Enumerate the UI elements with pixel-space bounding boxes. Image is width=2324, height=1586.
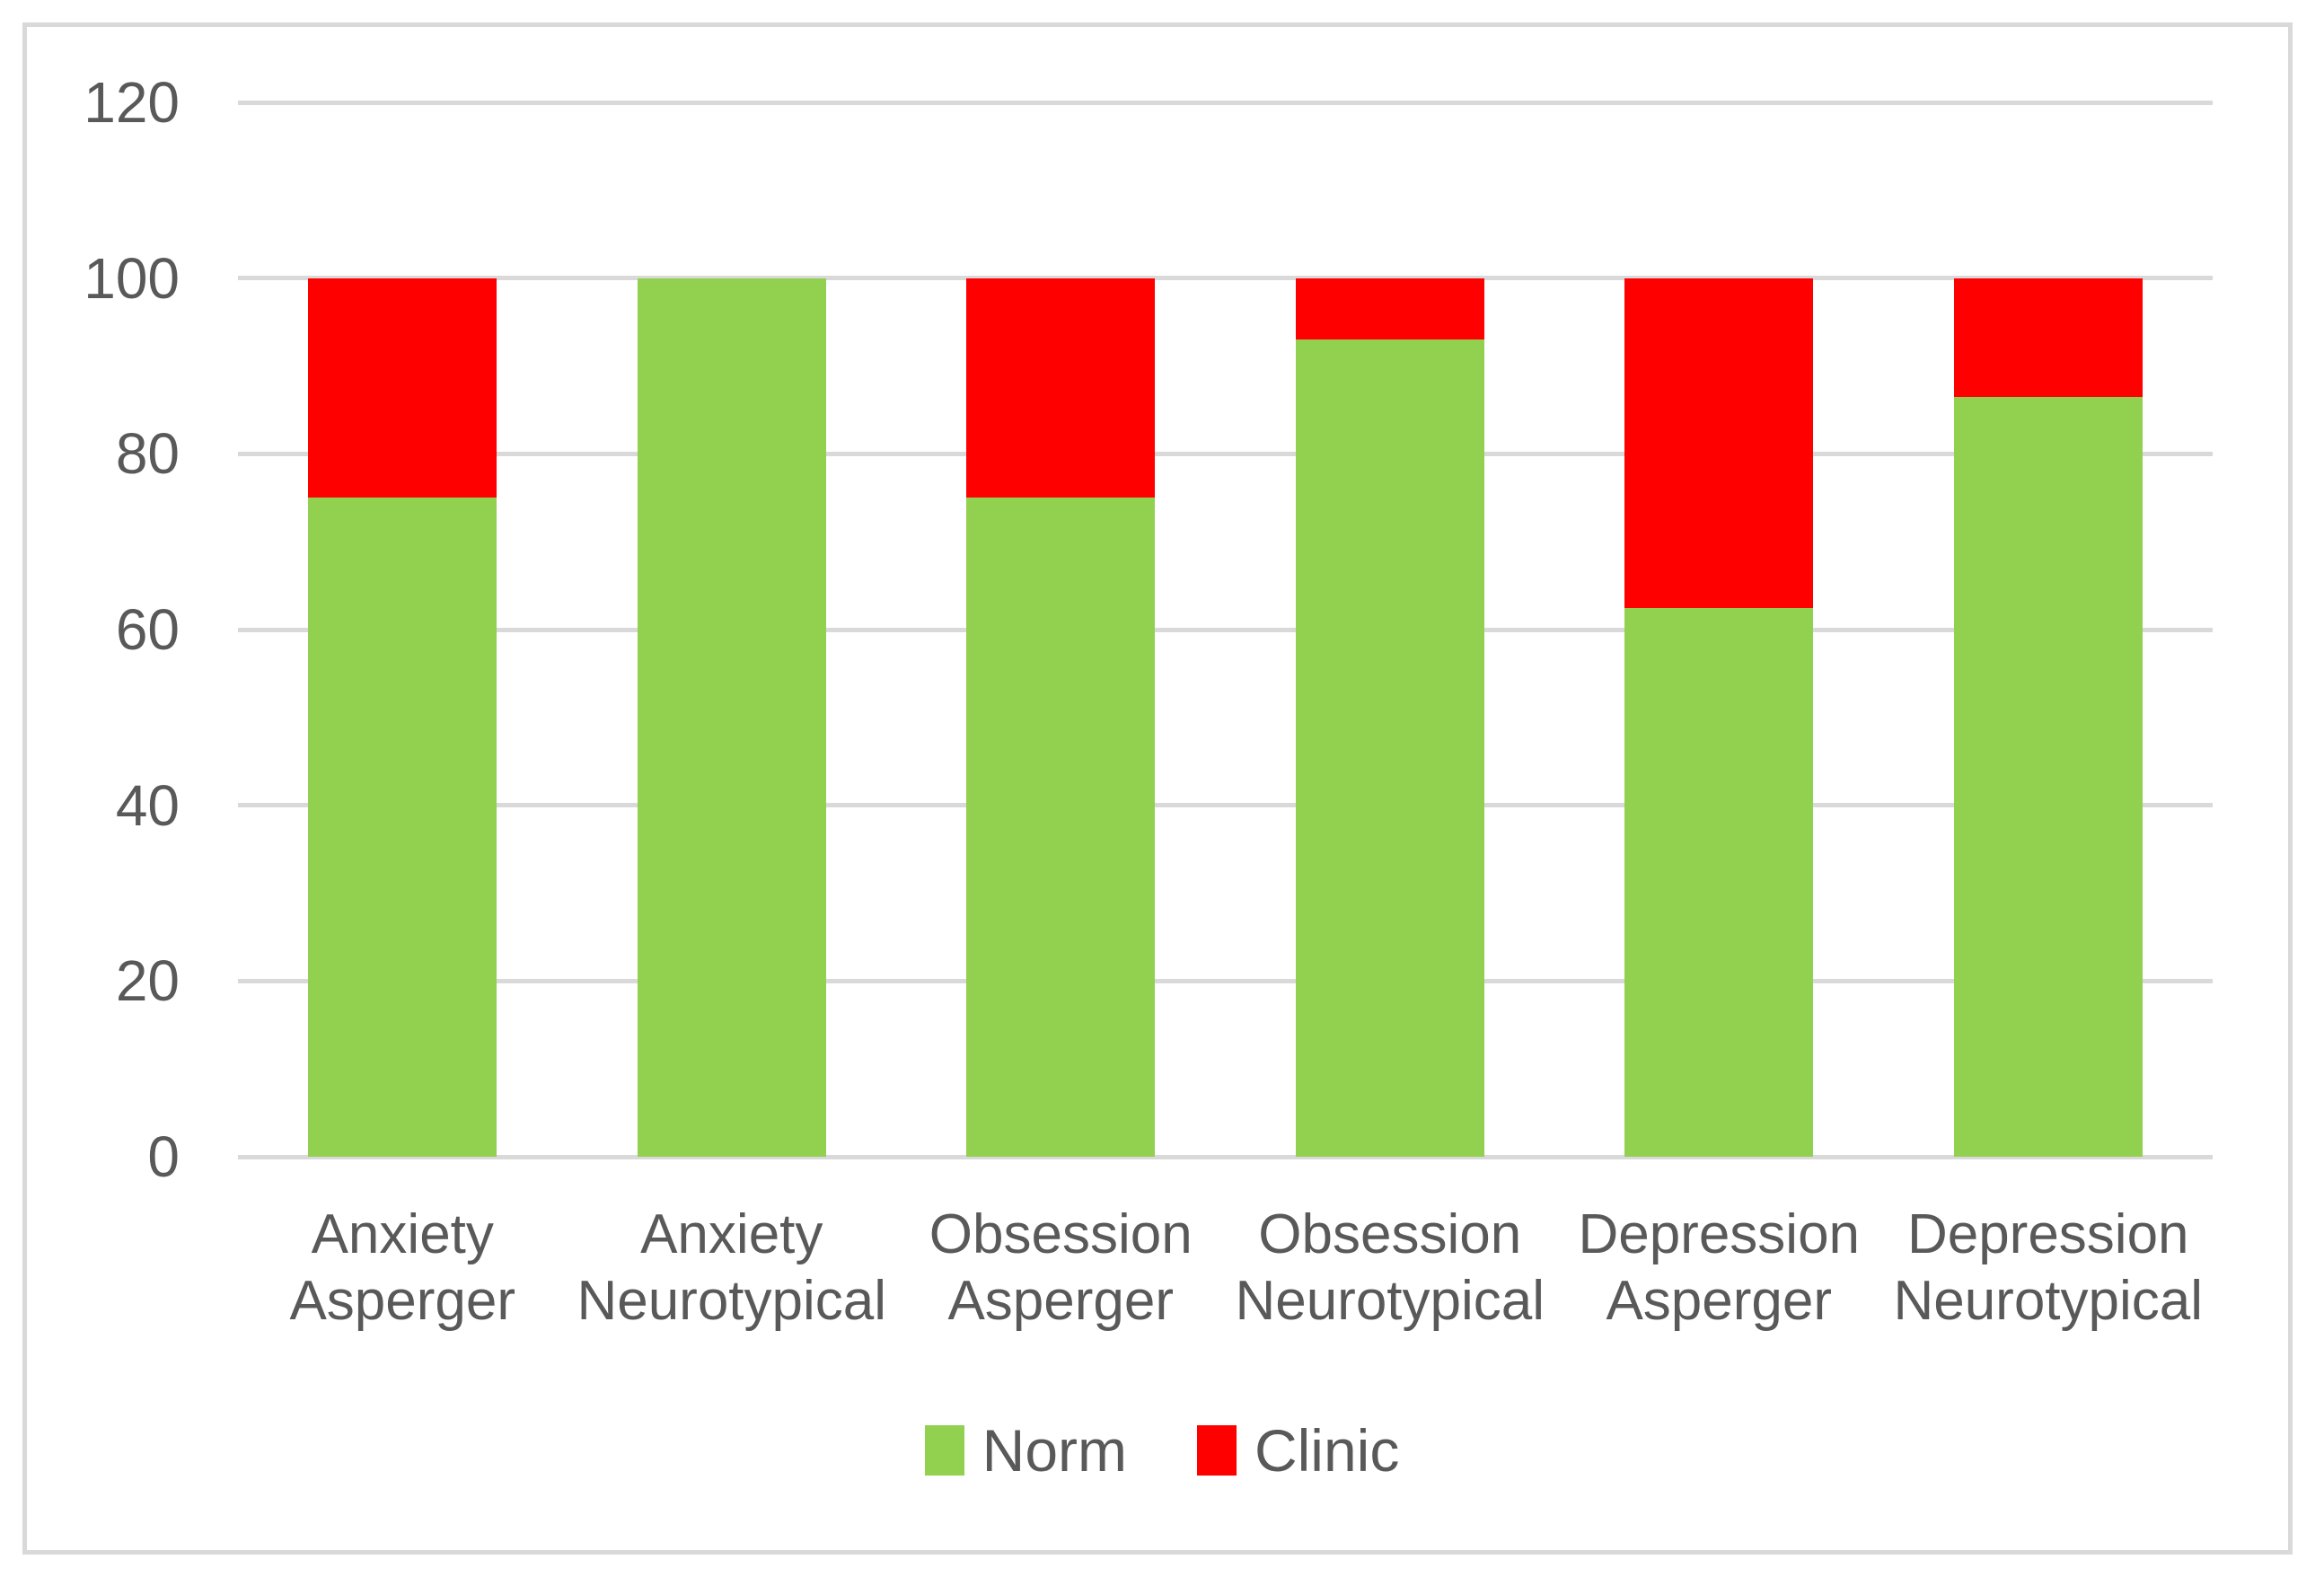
norm-series-swatch-icon [924,1425,964,1476]
legend-item-clinic: Clinic [1196,1417,1400,1484]
legend: Norm Clinic [0,1421,2324,1480]
chart-frame [22,22,2293,1555]
legend-label-norm: Norm [982,1417,1127,1484]
legend-label-clinic: Clinic [1254,1417,1400,1484]
legend-item-norm: Norm [924,1417,1127,1484]
clinic-series-swatch-icon [1196,1425,1237,1476]
